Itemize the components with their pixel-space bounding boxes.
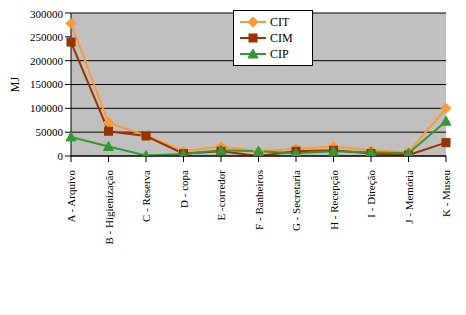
svg-text:C - Reserva: C - Reserva [140, 170, 152, 222]
svg-text:F - Banheiros: F - Banheiros [253, 170, 265, 230]
svg-text:I - Direção: I - Direção [365, 170, 377, 218]
svg-text:D - copa: D - copa [178, 170, 190, 208]
svg-text:J - Memória: J - Memória [403, 170, 415, 224]
svg-text:E -corredor: E -corredor [215, 170, 227, 221]
svg-text:200000: 200000 [30, 55, 64, 67]
svg-text:100000: 100000 [30, 102, 64, 114]
svg-text:H - Recepção: H - Recepção [328, 170, 340, 230]
svg-text:50000: 50000 [36, 126, 64, 138]
svg-text:MJ: MJ [8, 77, 22, 93]
svg-text:0: 0 [58, 150, 64, 162]
svg-text:150000: 150000 [30, 78, 64, 90]
html-text:CIM: CIM [270, 30, 293, 45]
svg-text:B - Higienização: B - Higienização [103, 170, 115, 245]
html-text:CIT: CIT [270, 14, 290, 29]
svg-text:A - Arquivo: A - Arquivo [65, 170, 77, 223]
svg-text:G - Secretaria: G - Secretaria [290, 170, 302, 231]
html-text:CIP: CIP [270, 46, 289, 61]
svg-text:300000: 300000 [30, 8, 64, 20]
svg-text:250000: 250000 [30, 31, 64, 43]
svg-text:K - Museu: K - Museu [440, 170, 452, 218]
